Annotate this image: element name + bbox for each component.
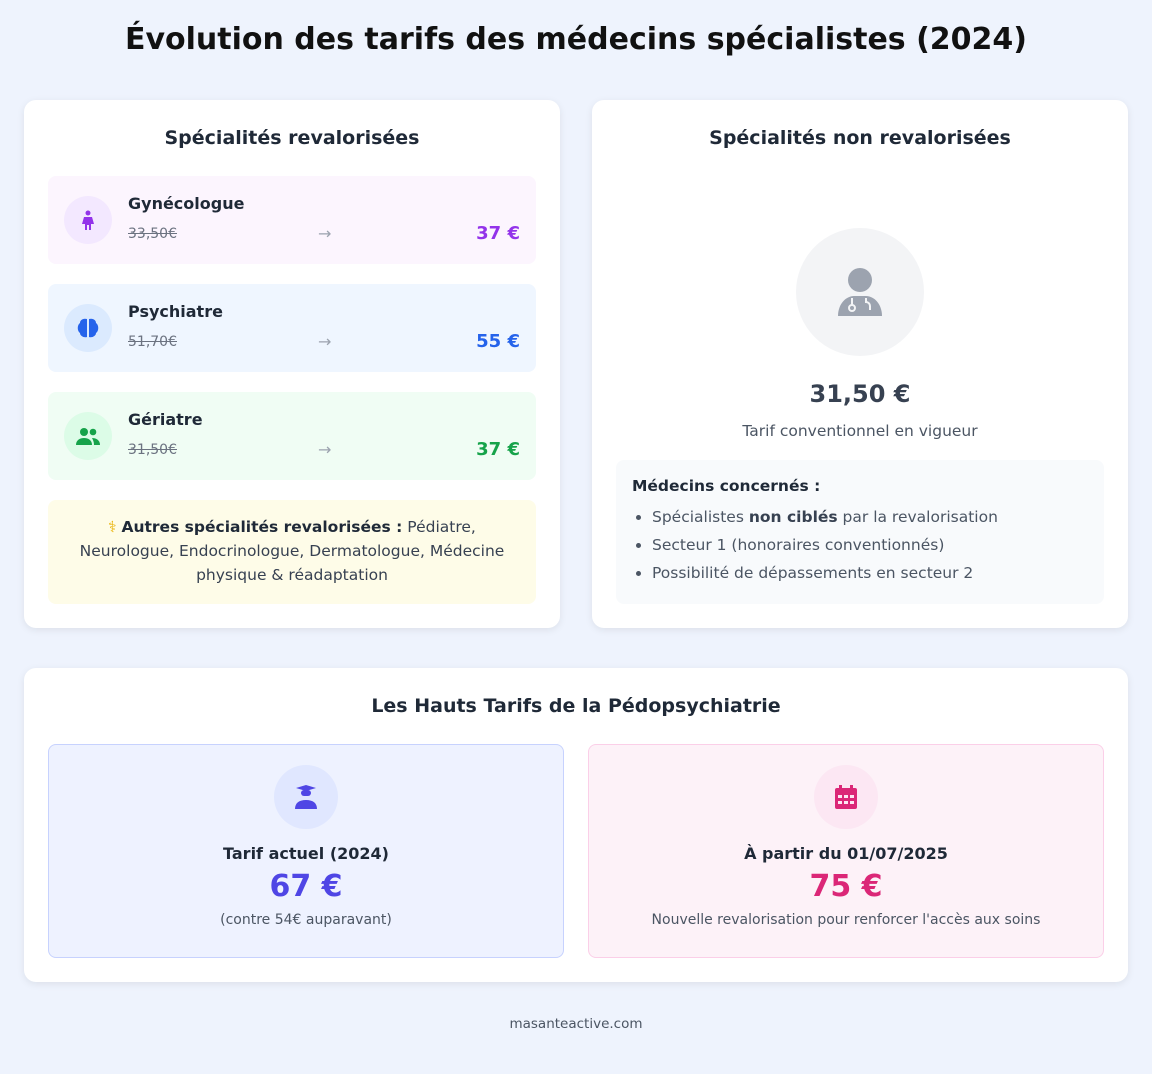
current-rate-price: 67 € bbox=[269, 869, 343, 904]
specialty-name: Gériatre bbox=[128, 410, 203, 429]
new-price: 37 € bbox=[476, 439, 520, 460]
specialty-name: Psychiatre bbox=[128, 302, 223, 321]
specialty-row-geriatre: Gériatre 31,50€ → 37 € bbox=[48, 392, 536, 480]
stethoscope-icon: ⚕ bbox=[108, 518, 117, 536]
calendar-icon bbox=[814, 765, 878, 829]
brain-icon bbox=[64, 304, 112, 352]
arrow-right-icon: → bbox=[318, 440, 332, 459]
pedopsy-card: Les Hauts Tarifs de la Pédopsychiatrie T… bbox=[24, 668, 1128, 982]
female-icon bbox=[64, 196, 112, 244]
concerned-box: Médecins concernés : Spécialistes non ci… bbox=[616, 460, 1104, 604]
current-rate-note: (contre 54€ auparavant) bbox=[220, 912, 392, 928]
revalorisees-title: Spécialités revalorisées bbox=[164, 127, 420, 149]
other-specialties-note: ⚕ Autres spécialités revalorisées : Pédi… bbox=[48, 500, 536, 604]
specialty-row-psychiatre: Psychiatre 51,70€ → 55 € bbox=[48, 284, 536, 372]
footer-source: masanteactive.com bbox=[509, 1016, 643, 1032]
specialty-name: Gynécologue bbox=[128, 194, 245, 213]
standard-price: 31,50 € bbox=[809, 380, 911, 408]
arrow-right-icon: → bbox=[318, 224, 332, 243]
concerned-title: Médecins concernés : bbox=[632, 477, 821, 495]
future-rate-price: 75 € bbox=[809, 869, 883, 904]
page-title: Évolution des tarifs des médecins spécia… bbox=[124, 22, 1028, 57]
future-rate-note: Nouvelle revalorisation pour renforcer l… bbox=[651, 912, 1041, 928]
non-revalorisees-card: Spécialités non revalorisées 31,50 € Tar… bbox=[592, 100, 1128, 628]
item-text: par la revalorisation bbox=[837, 508, 998, 526]
note-label: Autres spécialités revalorisées : bbox=[121, 518, 403, 536]
concerned-item: Possibilité de dépassements en secteur 2 bbox=[652, 559, 1088, 587]
specialty-row-gynecologue: Gynécologue 33,50€ → 37 € bbox=[48, 176, 536, 264]
current-rate-label: Tarif actuel (2024) bbox=[223, 844, 389, 863]
item-emphasis: non ciblés bbox=[748, 508, 838, 526]
doctor-icon bbox=[796, 228, 924, 356]
new-price: 55 € bbox=[476, 331, 520, 352]
users-icon bbox=[64, 412, 112, 460]
future-rate-label: À partir du 01/07/2025 bbox=[744, 844, 948, 863]
non-revalorisees-title: Spécialités non revalorisées bbox=[709, 127, 1011, 149]
arrow-right-icon: → bbox=[318, 332, 332, 351]
old-price: 31,50€ bbox=[128, 442, 177, 458]
pedopsy-title: Les Hauts Tarifs de la Pédopsychiatrie bbox=[371, 695, 781, 717]
price-caption: Tarif conventionnel en vigueur bbox=[742, 422, 978, 440]
old-price: 33,50€ bbox=[128, 226, 177, 242]
concerned-item: Spécialistes non ciblés par la revaloris… bbox=[652, 503, 1088, 531]
new-price: 37 € bbox=[476, 223, 520, 244]
revalorisees-card: Spécialités revalorisées Gynécologue 33,… bbox=[24, 100, 560, 628]
graduate-icon bbox=[274, 765, 338, 829]
concerned-item: Secteur 1 (honoraires conventionnés) bbox=[652, 531, 1088, 559]
item-text: Spécialistes bbox=[652, 508, 749, 526]
future-rate-box: À partir du 01/07/2025 75 € Nouvelle rev… bbox=[588, 744, 1104, 958]
note-text: Pédiatre, Neurologue, Endocrinologue, De… bbox=[79, 518, 505, 584]
current-rate-box: Tarif actuel (2024) 67 € (contre 54€ aup… bbox=[48, 744, 564, 958]
old-price: 51,70€ bbox=[128, 334, 177, 350]
